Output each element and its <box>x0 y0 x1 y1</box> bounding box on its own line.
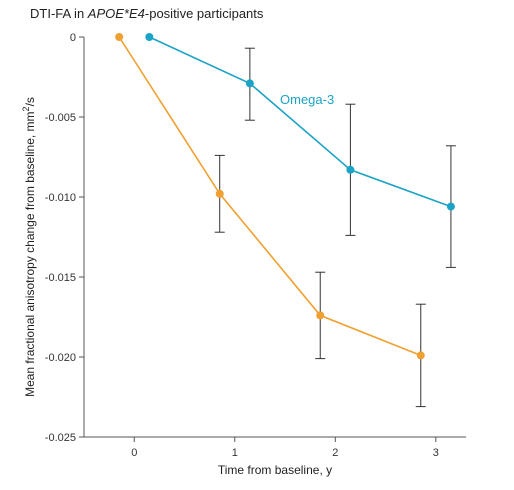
series-1-point-1 <box>215 189 224 198</box>
x-tick-label-2: 2 <box>332 447 338 459</box>
x-tick-label-0: 0 <box>131 447 137 459</box>
series-0-point-2 <box>346 165 355 174</box>
series-0-point-0 <box>145 33 154 41</box>
y-tick-label-2: -0.010 <box>45 192 76 204</box>
y-tick-label-3: -0.015 <box>45 272 76 284</box>
chart-title-part-0: DTI-FA in <box>30 6 88 21</box>
x-tick-label-3: 3 <box>433 447 439 459</box>
y-tick-label-5: -0.025 <box>45 432 76 444</box>
y-tick-label-1: -0.005 <box>45 112 76 124</box>
x-tick-label-1: 1 <box>232 447 238 459</box>
chart-title-part-2: -positive participants <box>144 6 264 21</box>
y-axis-label: Mean fractional anisotropy change from b… <box>21 97 37 397</box>
series-0-line <box>149 36 452 208</box>
x-axis-label: Time from baseline, y <box>218 463 332 477</box>
series-1-point-0 <box>115 33 124 41</box>
series-1-line <box>118 36 422 357</box>
series-0-label: Omega-3 <box>280 92 334 107</box>
chart-title: DTI-FA in APOE*E4-positive participants <box>30 6 263 21</box>
y-tick-label-0: 0 <box>70 32 76 44</box>
series-1-point-3 <box>416 351 425 360</box>
series-1-point-2 <box>316 311 325 320</box>
chart-title-part-1: APOE*E4 <box>87 6 145 21</box>
series-0-point-1 <box>245 79 254 88</box>
y-tick-label-4: -0.020 <box>45 352 76 364</box>
series-0-point-3 <box>446 202 455 211</box>
